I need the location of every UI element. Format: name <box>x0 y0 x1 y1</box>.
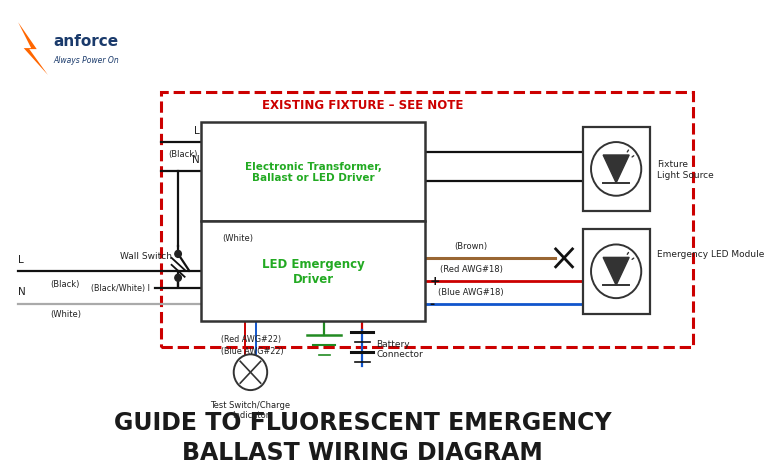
Text: Emergency LED Module: Emergency LED Module <box>657 249 765 258</box>
Text: LED Emergency
Driver: LED Emergency Driver <box>262 257 364 285</box>
Text: (Blue AWG#22): (Blue AWG#22) <box>221 346 284 355</box>
Text: (Black): (Black) <box>168 149 197 158</box>
Circle shape <box>175 251 181 258</box>
Text: L: L <box>193 125 200 135</box>
Polygon shape <box>18 23 48 76</box>
Bar <box>201 122 424 222</box>
Text: Fixture
Light Source: Fixture Light Source <box>657 160 714 179</box>
Text: (Red AWG#18): (Red AWG#18) <box>440 264 503 273</box>
Text: Wall Switch: Wall Switch <box>120 252 172 261</box>
Text: EXISTING FIXTURE – SEE NOTE: EXISTING FIXTURE – SEE NOTE <box>262 99 463 112</box>
Text: (Black): (Black) <box>50 279 79 288</box>
Text: (Brown): (Brown) <box>455 241 488 250</box>
Text: +: + <box>429 275 440 288</box>
Text: (Red AWG#22): (Red AWG#22) <box>221 334 280 343</box>
Text: (Black/White) l: (Black/White) l <box>92 284 150 293</box>
Text: L: L <box>18 254 24 264</box>
Bar <box>201 222 424 321</box>
Text: N: N <box>192 155 200 165</box>
Text: Always Power On: Always Power On <box>54 55 119 64</box>
Circle shape <box>175 275 181 282</box>
Bar <box>583 128 650 212</box>
Text: anforce: anforce <box>54 34 119 49</box>
Bar <box>583 229 650 314</box>
Bar <box>162 93 693 347</box>
Polygon shape <box>603 156 629 183</box>
Text: Battery
Connector: Battery Connector <box>376 339 423 358</box>
Text: (Blue AWG#18): (Blue AWG#18) <box>438 287 503 296</box>
Polygon shape <box>603 258 629 286</box>
Text: GUIDE TO FLUORESCENT EMERGENCY
BALLAST WIRING DIAGRAM: GUIDE TO FLUORESCENT EMERGENCY BALLAST W… <box>114 410 611 464</box>
Text: N: N <box>18 286 26 296</box>
Text: Test Switch/Charge
Indicator: Test Switch/Charge Indicator <box>211 400 291 419</box>
Text: (White): (White) <box>50 309 81 318</box>
Text: (White): (White) <box>223 234 254 243</box>
Text: -: - <box>429 298 434 310</box>
Text: Electronic Transformer,
Ballast or LED Driver: Electronic Transformer, Ballast or LED D… <box>245 161 382 183</box>
